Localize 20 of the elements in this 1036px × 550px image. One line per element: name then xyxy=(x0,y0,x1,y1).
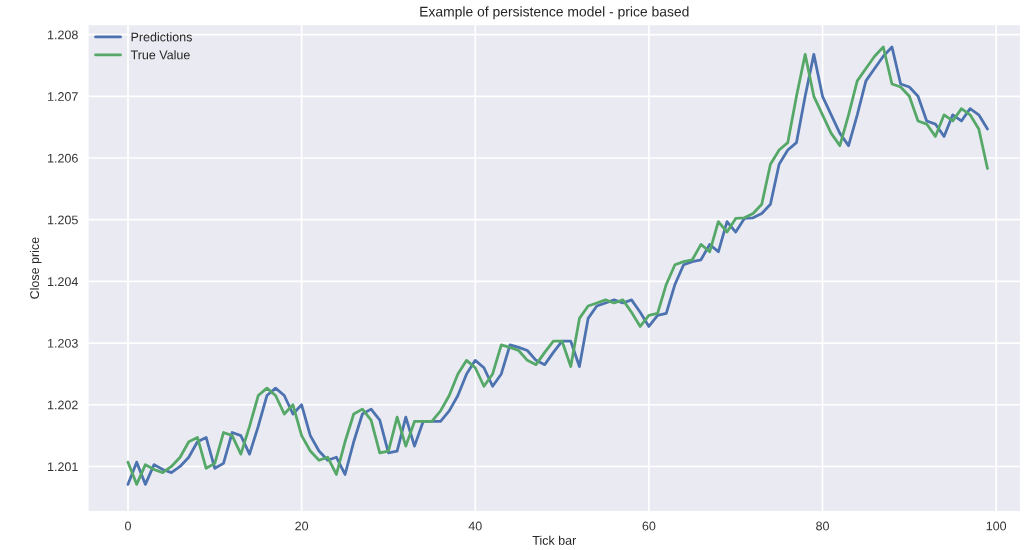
x-tick-label: 40 xyxy=(468,521,482,531)
x-tick-label: 0 xyxy=(125,521,131,531)
y-tick-label: 1.208 xyxy=(48,30,78,40)
y-tick-label: 1.206 xyxy=(48,153,78,163)
x-tick-label: 100 xyxy=(986,521,1007,531)
y-tick-label: 1.207 xyxy=(48,92,78,101)
x-tick-label: 80 xyxy=(816,521,829,531)
line-series xyxy=(126,45,989,486)
x-tick-label: 60 xyxy=(642,521,656,531)
y-tick-label: 1.203 xyxy=(48,338,78,348)
y-tick-label: 1.201 xyxy=(48,462,78,472)
chart-title: Example of persistence model - price based xyxy=(420,6,689,20)
x-axis-title: Tick bar xyxy=(532,535,577,545)
y-tick-label: 1.204 xyxy=(48,277,78,287)
legend-label: Predictions xyxy=(131,32,192,42)
legend-label: True Value xyxy=(130,50,190,60)
y-tick-label: 1.205 xyxy=(48,215,78,225)
y-axis-title: Close price xyxy=(29,237,42,299)
y-tick-label: 1.202 xyxy=(48,400,78,410)
x-tick-label: 20 xyxy=(295,521,309,531)
